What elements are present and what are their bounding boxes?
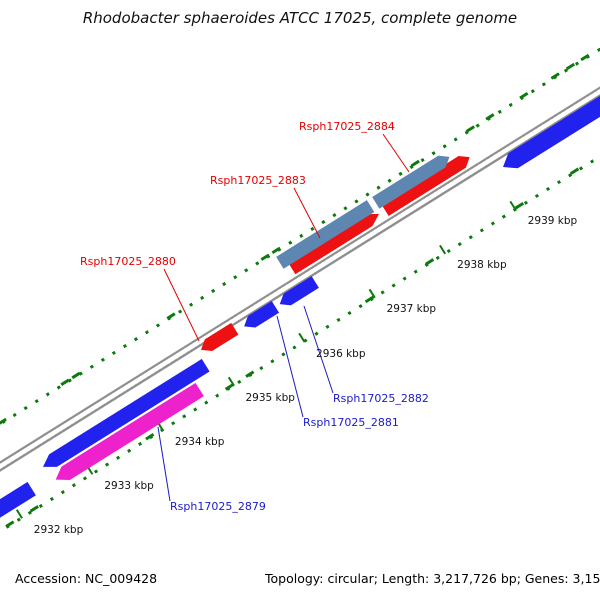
kbp-tick bbox=[439, 244, 447, 255]
accession-text: Accession: NC_009428 bbox=[15, 571, 158, 586]
gene-label-Rsph17025_2879[interactable]: Rsph17025_2879 bbox=[170, 500, 266, 513]
kbp-label: 2935 kbp bbox=[245, 391, 295, 404]
gene-label-Rsph17025_2882[interactable]: Rsph17025_2882 bbox=[333, 392, 429, 405]
kbp-tick bbox=[298, 332, 306, 343]
kbp-label: 2939 kbp bbox=[527, 215, 578, 228]
kbp-label: 2938 kbp bbox=[457, 259, 507, 272]
gene-label-Rsph17025_2883[interactable]: Rsph17025_2883 bbox=[210, 174, 306, 187]
gene-Rsph17025_2879[interactable] bbox=[51, 383, 204, 487]
kbp-label: 2932 kbp bbox=[33, 523, 84, 536]
gene-label-Rsph17025_2884[interactable]: Rsph17025_2884 bbox=[299, 120, 395, 133]
gene-label-Rsph17025_2880[interactable]: Rsph17025_2880 bbox=[80, 255, 176, 268]
lower-dotted-guideline bbox=[0, 93, 600, 600]
kbp-label: 2936 kbp bbox=[316, 347, 366, 360]
kbp-label: 2933 kbp bbox=[104, 479, 154, 492]
kbp-tick bbox=[15, 509, 23, 519]
leader-line-Rsph17025_2884 bbox=[382, 133, 410, 173]
figure-title: Rhodobacter sphaeroides ATCC 17025, comp… bbox=[82, 9, 518, 27]
leader-line-Rsph17025_2880 bbox=[163, 268, 200, 342]
topology-text: Topology: circular; Length: 3,217,726 bp… bbox=[265, 571, 600, 586]
gene-label-Rsph17025_2881[interactable]: Rsph17025_2881 bbox=[303, 416, 399, 429]
kbp-label: 2937 kbp bbox=[386, 303, 437, 316]
kbp-label: 2934 kbp bbox=[174, 435, 225, 448]
leader-line-Rsph17025_2879 bbox=[157, 426, 171, 502]
